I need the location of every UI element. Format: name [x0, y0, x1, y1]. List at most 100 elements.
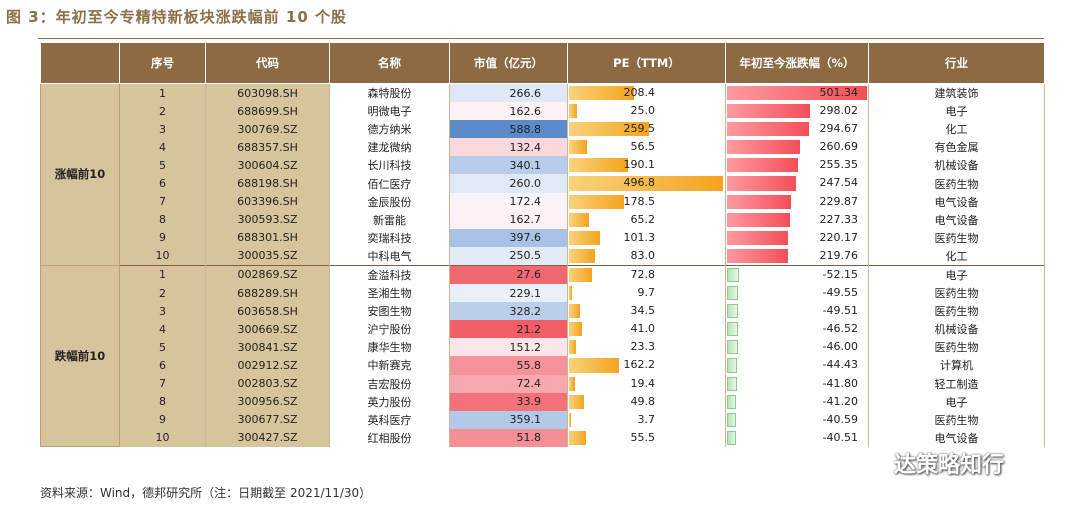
cell-pe: 25.0 [567, 102, 726, 121]
ytd-return-bar [727, 394, 736, 409]
cell-industry: 化工 [868, 246, 1045, 266]
cell-name: 建龙微纳 [329, 138, 450, 157]
cell-market-cap: 132.4 [449, 138, 568, 157]
pe-value: 55.5 [630, 430, 656, 444]
cell-code: 300769.SZ [205, 120, 330, 139]
table-row: 7 603396.SH 金辰股份 172.4 178.5 229.87 电气设备 [41, 192, 1045, 211]
table-row: 8 300593.SZ 新雷能 162.7 65.2 227.33 电气设备 [41, 210, 1045, 229]
cell-seq: 8 [119, 392, 206, 411]
cell-name: 金溢科技 [329, 264, 450, 285]
cell-pe: 178.5 [567, 192, 726, 211]
ytd-return-value: -44.43 [822, 358, 858, 372]
cell-pe: 55.5 [567, 428, 726, 447]
cell-code: 300035.SZ [205, 246, 330, 266]
table-row: 5 300841.SZ 康华生物 151.2 23.3 -46.00 医药生物 [41, 338, 1045, 357]
cell-pe: 190.1 [567, 156, 726, 175]
cell-name: 沪宁股份 [329, 320, 450, 339]
cell-market-cap: 162.6 [449, 102, 568, 121]
cell-industry: 电子 [868, 264, 1045, 285]
cell-code: 603098.SH [205, 83, 330, 103]
cell-industry: 有色金属 [868, 138, 1045, 157]
pe-bar [569, 230, 600, 245]
ytd-return-value: 247.54 [819, 176, 859, 190]
cell-code: 300841.SZ [205, 338, 330, 357]
cell-ytd-return: -49.51 [725, 302, 869, 321]
cell-industry: 医药生物 [868, 302, 1045, 321]
table-row: 5 300604.SZ 长川科技 340.1 190.1 255.35 机械设备 [41, 156, 1045, 175]
cell-ytd-return: -46.00 [725, 338, 869, 357]
title-divider [38, 38, 1044, 39]
table-row: 2 688699.SH 明微电子 162.6 25.0 298.02 电子 [41, 102, 1045, 121]
cell-market-cap: 51.8 [449, 428, 568, 447]
cell-name: 圣湘生物 [329, 284, 450, 303]
table-row: 9 688301.SH 奕瑞科技 397.6 101.3 220.17 医药生物 [41, 228, 1045, 247]
ytd-return-bar [727, 194, 791, 209]
cell-market-cap: 172.4 [449, 192, 568, 211]
cell-pe: 19.4 [567, 374, 726, 393]
pe-value: 65.2 [630, 212, 656, 226]
cell-industry: 电气设备 [868, 210, 1045, 229]
table-row: 9 300677.SZ 英科医疗 359.1 3.7 -40.59 医药生物 [41, 410, 1045, 429]
cell-seq: 1 [119, 83, 206, 103]
cell-ytd-return: 219.76 [725, 246, 869, 266]
cell-name: 佰仁医疗 [329, 174, 450, 193]
table-row: 跌幅前10 1 002869.SZ 金溢科技 27.6 72.8 -52.15 电子 [40, 264, 1045, 448]
pe-value: 208.4 [623, 86, 656, 99]
wechat-logo-icon [858, 450, 888, 476]
cell-code: 300669.SZ [205, 320, 330, 339]
table-row: 6 002912.SZ 中新赛克 55.8 162.2 -44.43 计算机 [41, 356, 1045, 375]
cell-pe: 496.8 [567, 174, 726, 193]
cell-seq: 10 [119, 246, 206, 266]
cell-pe: 259.5 [567, 120, 726, 139]
cell-pe: 49.8 [567, 392, 726, 411]
cell-pe: 101.3 [567, 228, 726, 247]
stock-table: 序号 代码 名称 市值（亿元） PE（TTM） 年初至今涨跌幅（%） 行业 涨幅… [40, 42, 1045, 448]
ytd-return-value: 219.76 [819, 248, 859, 262]
cell-industry: 医药生物 [868, 174, 1045, 193]
ytd-return-value: -41.80 [822, 376, 858, 390]
pe-bar [569, 340, 576, 355]
pe-bar [569, 104, 577, 119]
pe-bar [569, 412, 571, 427]
pe-bar [569, 176, 723, 191]
cell-name: 金辰股份 [329, 192, 450, 211]
cell-market-cap: 27.6 [449, 264, 568, 285]
pe-bar [569, 358, 619, 373]
pe-bar [569, 304, 580, 319]
cell-code: 688699.SH [205, 102, 330, 121]
cell-seq: 5 [119, 156, 206, 175]
cell-industry: 电气设备 [868, 192, 1045, 211]
cell-industry: 电子 [868, 102, 1045, 121]
group-label: 涨幅前10 [40, 83, 120, 266]
ytd-return-bar [727, 340, 738, 355]
cell-seq: 3 [119, 120, 206, 139]
cell-code: 688357.SH [205, 138, 330, 157]
ytd-return-value: 501.34 [819, 86, 859, 99]
table-row: 3 603658.SH 安图生物 328.2 34.5 -49.51 医药生物 [41, 302, 1045, 321]
cell-ytd-return: -52.15 [725, 264, 869, 285]
cell-code: 002869.SZ [205, 264, 330, 285]
table-row: 4 300669.SZ 沪宁股份 21.2 41.0 -46.52 机械设备 [41, 320, 1045, 339]
ytd-return-bar [727, 248, 788, 263]
table-row: 4 688357.SH 建龙微纳 132.4 56.5 260.69 有色金属 [41, 138, 1045, 157]
cell-name: 英科医疗 [329, 410, 450, 429]
cell-industry: 机械设备 [868, 320, 1045, 339]
ytd-return-bar [727, 322, 738, 337]
cell-pe: 23.3 [567, 338, 726, 357]
cell-seq: 2 [119, 102, 206, 121]
cell-seq: 10 [119, 428, 206, 447]
pe-value: 41.0 [630, 322, 656, 336]
ytd-return-value: -46.00 [822, 340, 858, 354]
cell-ytd-return: -40.59 [725, 410, 869, 429]
cell-seq: 6 [119, 174, 206, 193]
cell-code: 300677.SZ [205, 410, 330, 429]
cell-code: 300427.SZ [205, 428, 330, 447]
cell-market-cap: 162.7 [449, 210, 568, 229]
cell-ytd-return: -46.52 [725, 320, 869, 339]
ytd-return-bar [727, 122, 809, 137]
ytd-return-value: -49.55 [822, 286, 858, 300]
pe-value: 72.8 [630, 267, 656, 281]
cell-industry: 医药生物 [868, 228, 1045, 247]
pe-bar [569, 212, 589, 227]
cell-name: 奕瑞科技 [329, 228, 450, 247]
